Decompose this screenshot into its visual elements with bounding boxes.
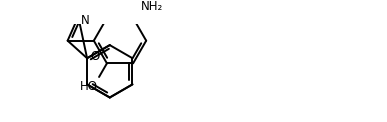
Text: HO: HO [79,80,98,93]
Text: O: O [90,50,99,63]
Text: N: N [80,14,89,27]
Text: NH₂: NH₂ [141,0,163,13]
